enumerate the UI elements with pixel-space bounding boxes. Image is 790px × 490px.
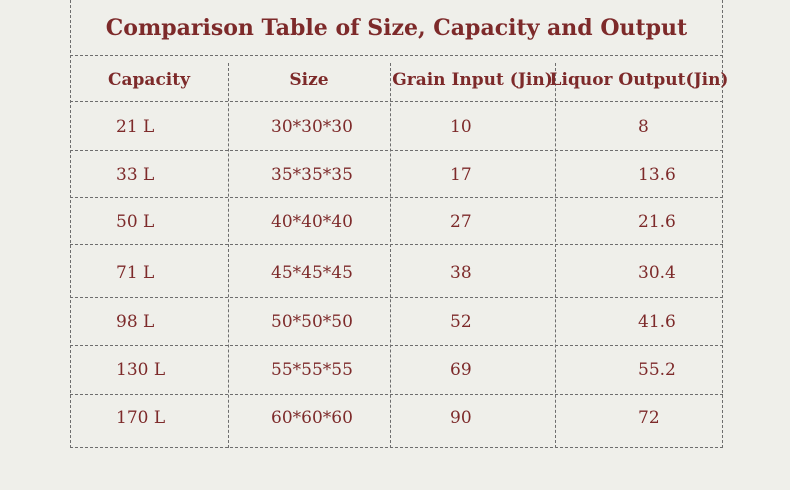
cell-liquor-output: 55.2 xyxy=(638,360,676,380)
row-divider xyxy=(70,345,723,346)
header-divider xyxy=(70,101,723,102)
cell-capacity: 98 L xyxy=(116,311,155,332)
header-liquor-output: Liquor Output(Jin) xyxy=(549,69,729,90)
cell-liquor-output: 72 xyxy=(638,407,660,428)
cell-size: 50*50*50 xyxy=(271,311,353,332)
cell-liquor-output: 30.4 xyxy=(638,263,676,283)
cell-grain-input: 90 xyxy=(450,407,472,428)
cell-liquor-output: 21.6 xyxy=(638,212,676,232)
cell-capacity: 130 L xyxy=(116,360,166,380)
header-capacity: Capacity xyxy=(108,69,190,90)
table-title: Comparison Table of Size, Capacity and O… xyxy=(70,0,723,56)
cell-grain-input: 17 xyxy=(450,165,472,185)
column-divider xyxy=(228,63,229,448)
row-divider xyxy=(70,244,723,245)
header-grain-input: Grain Input (Jin) xyxy=(392,69,553,90)
cell-size: 60*60*60 xyxy=(271,407,353,428)
cell-size: 30*30*30 xyxy=(271,117,353,137)
column-divider xyxy=(555,63,556,448)
column-divider xyxy=(390,63,391,448)
row-divider xyxy=(70,197,723,198)
cell-liquor-output: 8 xyxy=(638,117,649,137)
cell-grain-input: 38 xyxy=(450,263,472,283)
cell-grain-input: 10 xyxy=(450,117,472,137)
cell-size: 55*55*55 xyxy=(271,360,353,380)
cell-capacity: 50 L xyxy=(116,212,155,232)
cell-grain-input: 27 xyxy=(450,212,472,232)
cell-size: 35*35*35 xyxy=(271,165,353,185)
table-frame xyxy=(70,0,723,448)
cell-grain-input: 69 xyxy=(450,360,472,380)
row-divider xyxy=(70,394,723,395)
header-size: Size xyxy=(289,69,329,90)
row-divider xyxy=(70,297,723,298)
cell-grain-input: 52 xyxy=(450,311,472,332)
row-divider xyxy=(70,150,723,151)
cell-size: 45*45*45 xyxy=(271,263,353,283)
cell-capacity: 170 L xyxy=(116,407,166,428)
cell-capacity: 33 L xyxy=(116,165,155,185)
cell-liquor-output: 13.6 xyxy=(638,165,676,185)
cell-liquor-output: 41.6 xyxy=(638,311,676,332)
cell-size: 40*40*40 xyxy=(271,212,353,232)
cell-capacity: 71 L xyxy=(116,263,155,283)
cell-capacity: 21 L xyxy=(116,117,155,137)
